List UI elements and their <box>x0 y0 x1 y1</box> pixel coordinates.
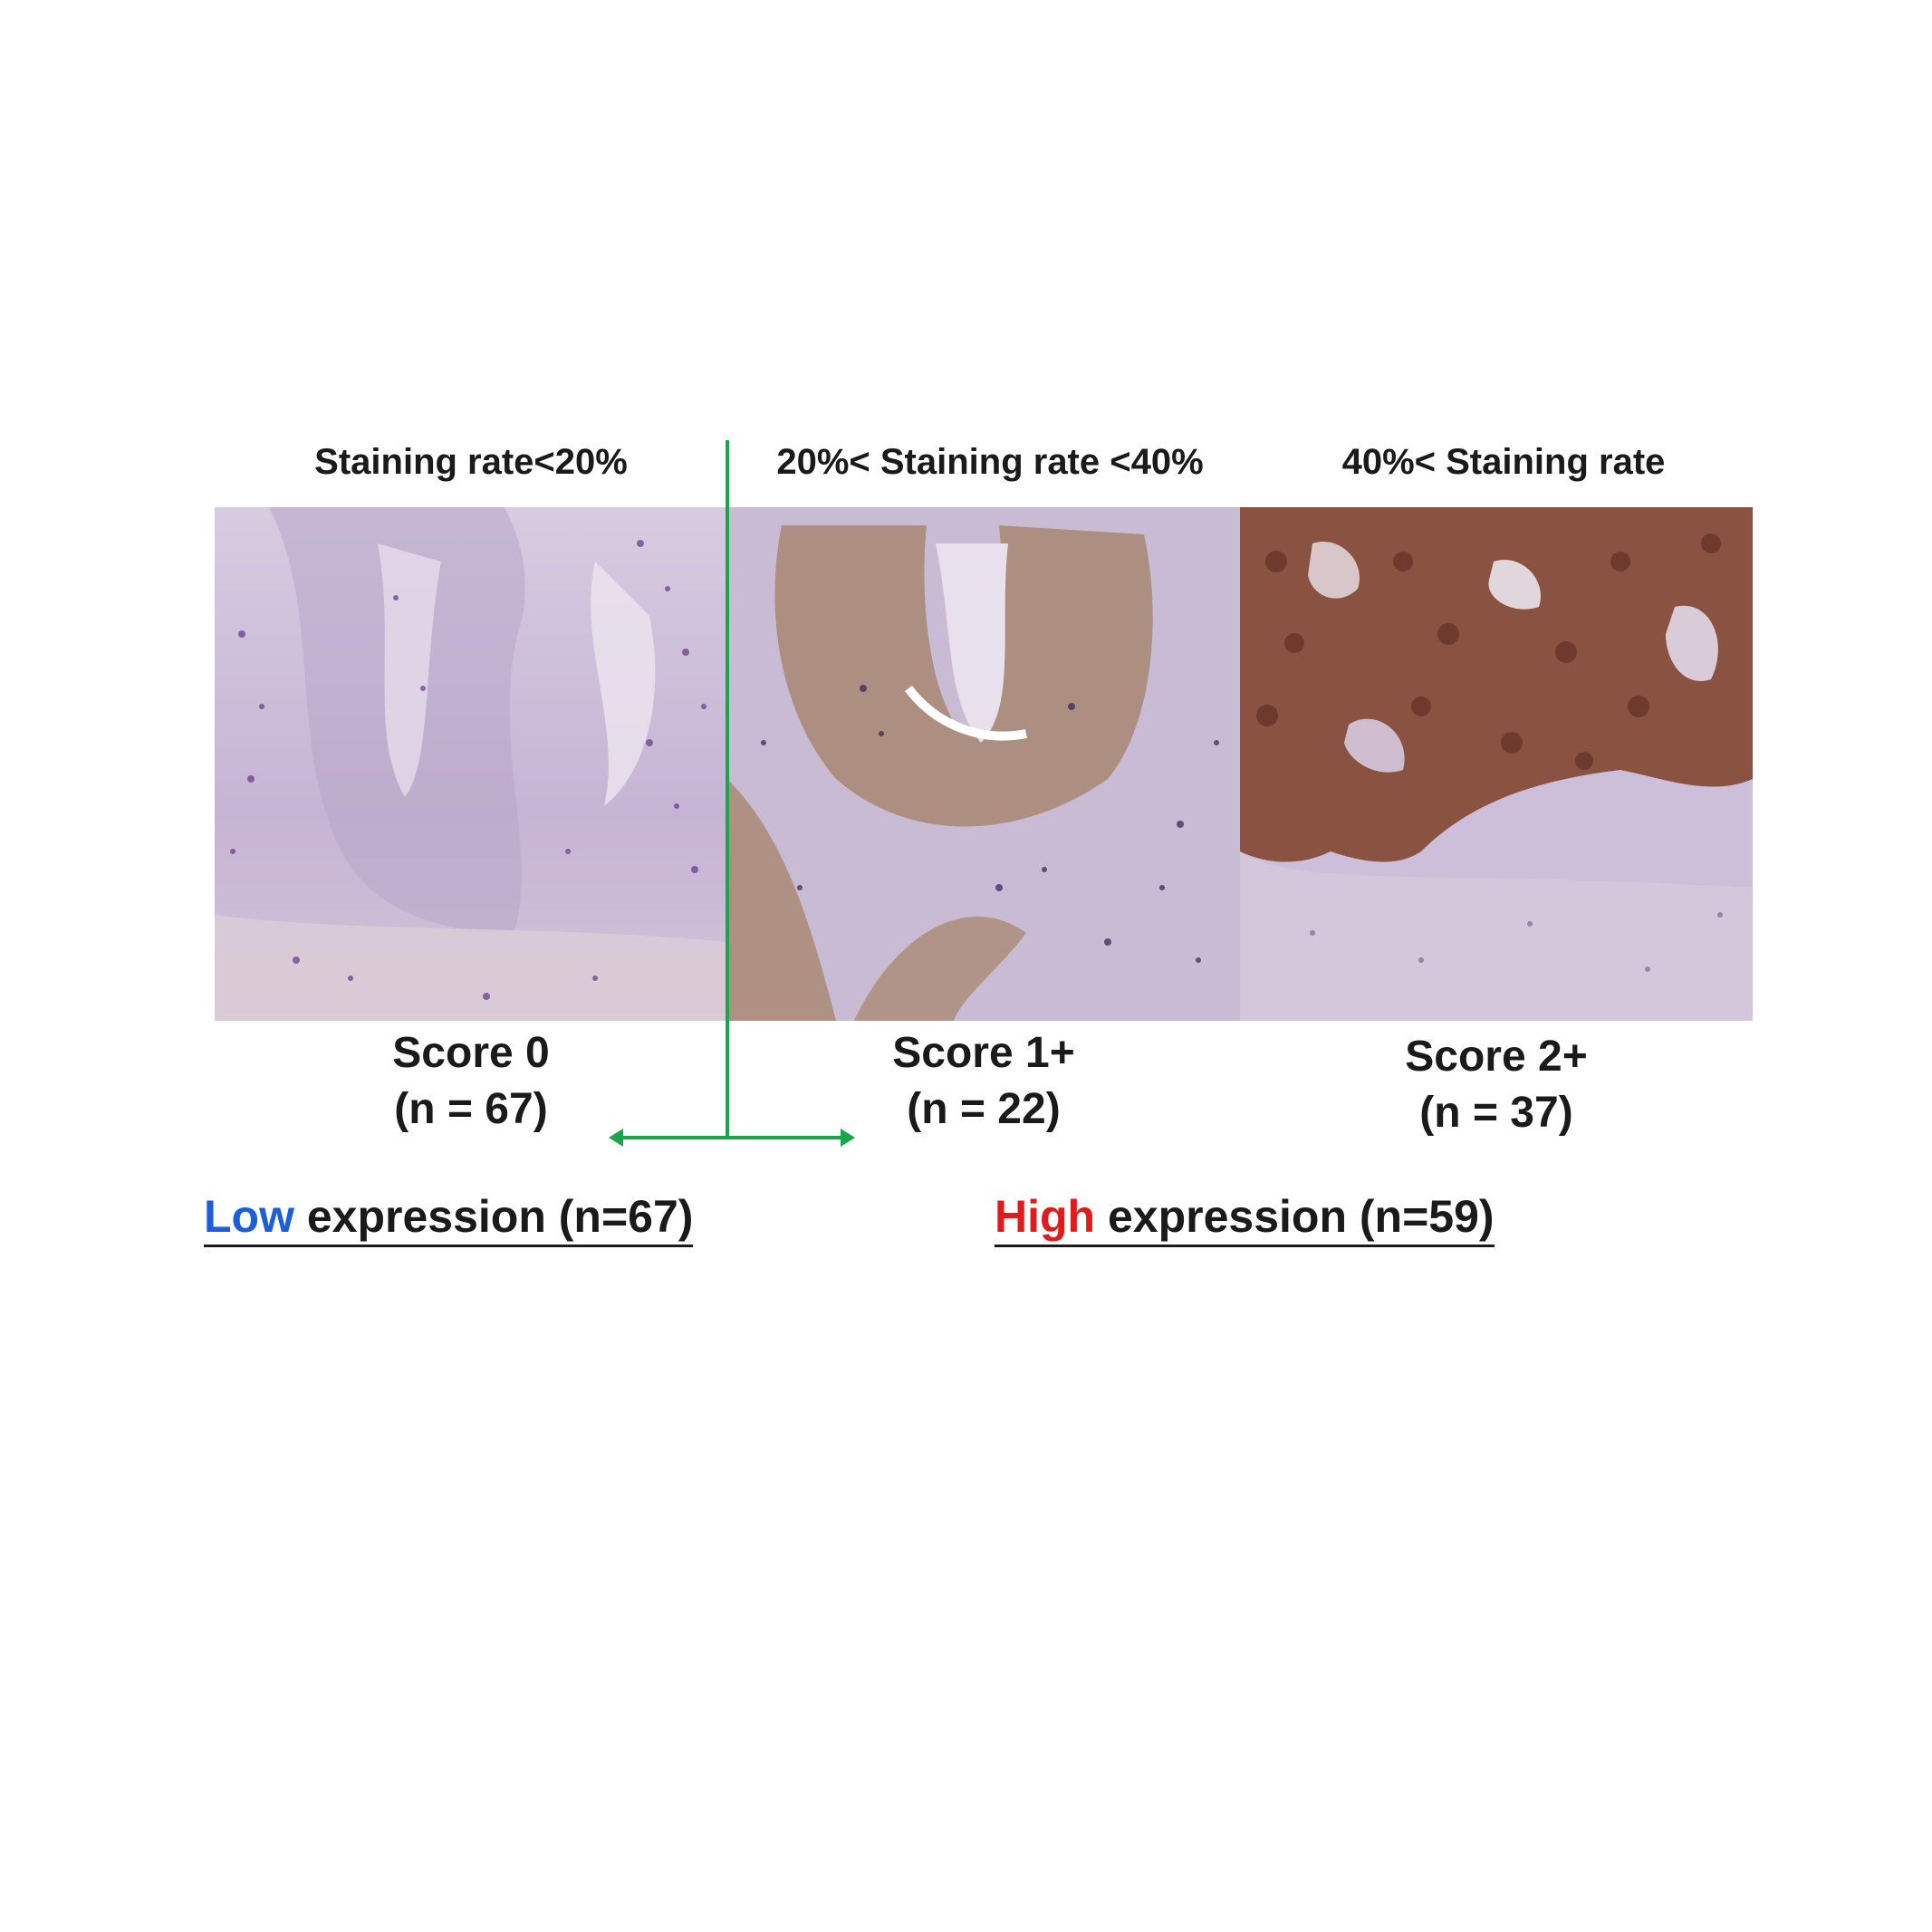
arrow-left-icon <box>609 1129 623 1147</box>
score-1-text: Score 1+ <box>892 1029 1075 1077</box>
high-expression-label: High expression (n=59) <box>995 1188 1495 1247</box>
tissue-image-score-0 <box>215 507 727 1021</box>
header-panel-1: Staining rate<20% <box>314 442 628 482</box>
high-expression-count: expression (n=59) <box>1095 1191 1495 1242</box>
score-label-1: Score 1+ (n = 22) <box>727 1025 1240 1138</box>
score-2-text: Score 2+ <box>1405 1033 1588 1081</box>
low-expression-count: expression (n=67) <box>293 1191 694 1242</box>
tissue-image-score-1 <box>727 507 1240 1021</box>
score-label-2: Score 2+ (n = 37) <box>1240 1029 1753 1141</box>
score-0-text: Score 0 <box>392 1029 550 1077</box>
header-panel-2: 20%< Staining rate <40% <box>776 442 1204 482</box>
cutoff-divider-line <box>726 440 729 1139</box>
tissue-image-weak-stain <box>215 507 727 1021</box>
high-keyword: High <box>995 1191 1096 1242</box>
score-2-count: (n = 37) <box>1419 1089 1573 1137</box>
arrow-right-icon <box>841 1129 855 1147</box>
tissue-image-score-2 <box>1240 507 1753 1021</box>
low-keyword: Low <box>204 1191 294 1242</box>
score-0-count: (n = 67) <box>394 1085 548 1133</box>
tissue-image-medium-stain <box>727 507 1240 1021</box>
cutoff-arrow-line <box>620 1136 842 1139</box>
score-label-0: Score 0 (n = 67) <box>215 1025 727 1138</box>
score-1-count: (n = 22) <box>907 1085 1061 1133</box>
header-panel-3: 40%< Staining rate <box>1341 442 1666 482</box>
low-expression-label: Low expression (n=67) <box>204 1188 694 1247</box>
tissue-image-strong-stain <box>1240 507 1753 1021</box>
